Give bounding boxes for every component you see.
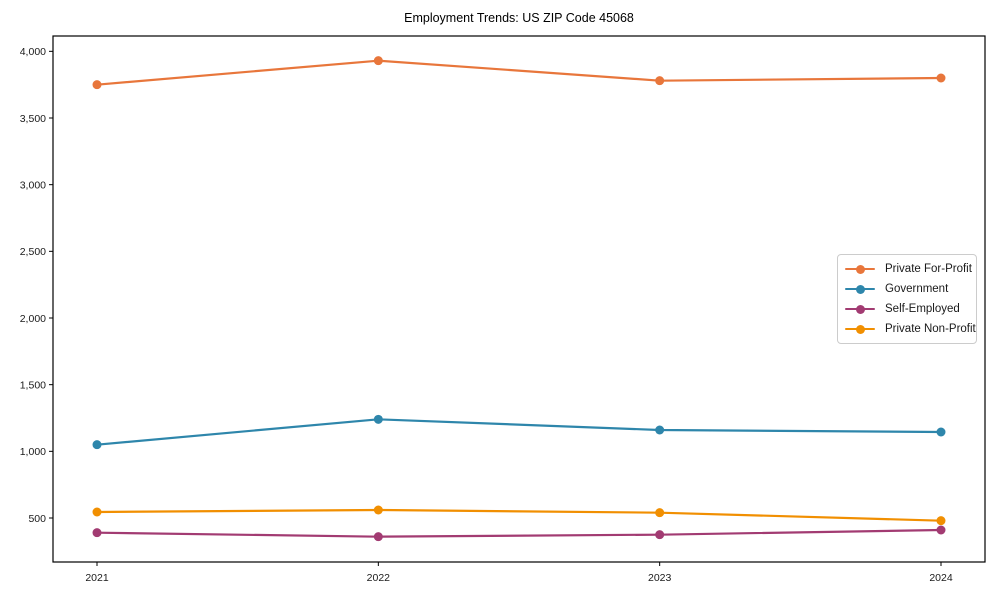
data-point-marker: [655, 76, 665, 86]
legend-item: Self-Employed: [845, 299, 970, 319]
legend-item-label: Self-Employed: [885, 303, 960, 315]
legend-dot-icon: [855, 264, 865, 274]
x-axis-tick-label: 2022: [367, 572, 391, 584]
legend-dot-icon: [855, 304, 865, 314]
legend-item: Private Non-Profit: [845, 319, 976, 339]
legend-line-marker-icon: [845, 324, 875, 334]
legend-line-marker-icon: [845, 284, 875, 294]
legend-dot-icon: [855, 324, 865, 334]
y-axis-tick-label: 1,000: [20, 446, 46, 458]
x-axis-tick-label: 2024: [929, 572, 953, 584]
x-axis-tick-label: 2023: [648, 572, 672, 584]
legend-line-marker-icon: [845, 264, 875, 274]
legend-line-marker-icon: [845, 304, 875, 314]
data-point-marker: [936, 525, 946, 535]
data-point-marker: [92, 528, 102, 538]
x-axis-tick-label: 2021: [85, 572, 109, 584]
series-line: [95, 418, 943, 446]
data-point-marker: [373, 532, 383, 542]
data-point-marker: [936, 73, 946, 83]
chart-title: Employment Trends: US ZIP Code 45068: [404, 11, 634, 25]
data-point-marker: [92, 440, 102, 450]
series-line: [95, 59, 943, 86]
y-axis-tick-label: 4,000: [20, 46, 46, 58]
data-point-marker: [373, 414, 383, 424]
y-axis-tick-label: 3,500: [20, 113, 46, 125]
data-point-marker: [936, 427, 946, 437]
plot-border: [52, 35, 986, 563]
data-point-marker: [655, 530, 665, 540]
legend-item-label: Government: [885, 283, 949, 295]
legend-item: Government: [845, 279, 970, 299]
y-axis-tick-label: 2,000: [20, 313, 46, 325]
series-line: [95, 508, 943, 522]
data-point-marker: [655, 508, 665, 518]
data-point-marker: [92, 507, 102, 517]
legend-item: Private For-Profit: [845, 259, 972, 279]
data-point-marker: [655, 425, 665, 435]
legend: Private For-Profit Government Self-Emplo…: [837, 254, 977, 344]
y-axis-tick-label: 500: [28, 513, 46, 525]
legend-item-label: Private For-Profit: [885, 263, 972, 275]
y-axis-tick-label: 2,500: [20, 246, 46, 258]
legend-dot-icon: [855, 284, 865, 294]
data-point-marker: [92, 80, 102, 90]
data-point-marker: [373, 56, 383, 66]
legend-item-label: Private Non-Profit: [885, 323, 976, 335]
data-point-marker: [936, 516, 946, 526]
y-axis-tick-label: 1,500: [20, 379, 46, 391]
data-point-marker: [373, 505, 383, 515]
series-line: [95, 528, 943, 538]
y-axis-tick-label: 3,000: [20, 179, 46, 191]
